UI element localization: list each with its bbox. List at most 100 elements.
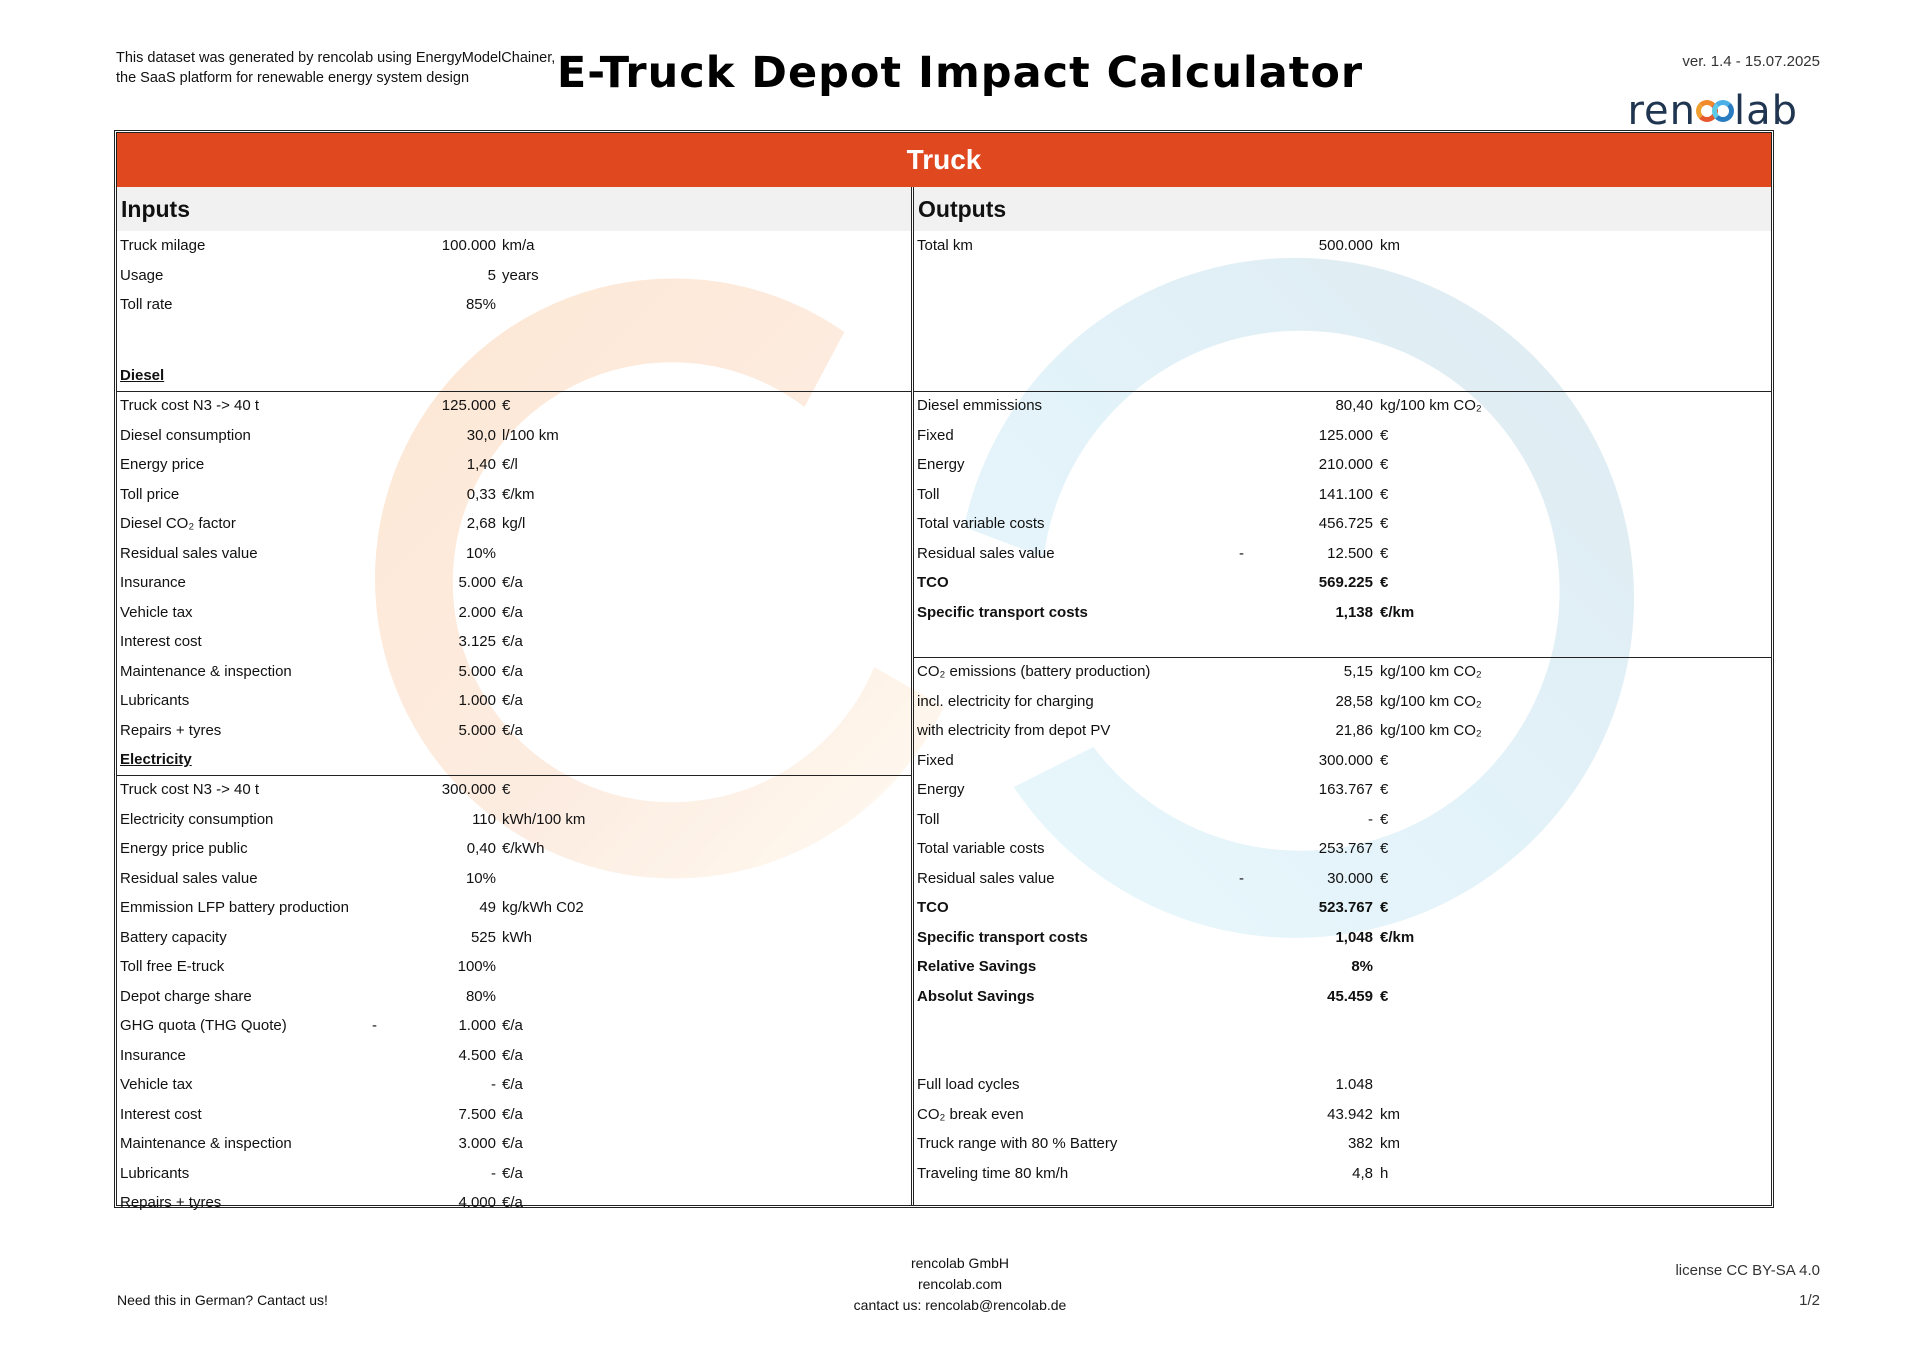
output-extra-row: Full load cycles 1.048 — [914, 1070, 1771, 1100]
input-diesel-unit: €/a — [502, 603, 523, 621]
output-electric-row: with electricity from depot PV 21,86 kg/10… — [914, 716, 1771, 746]
output-electric-value: - — [1368, 810, 1373, 828]
output-extra-row: CO₂ break even 43.942 km — [914, 1100, 1771, 1130]
input-diesel-unit: €/km — [502, 485, 535, 503]
output-extra-value: 382 — [1347, 1135, 1373, 1152]
input-electricity-row: Energy price public 0,40 €/kWh — [117, 834, 911, 864]
logo-text-end: lab — [1733, 88, 1798, 134]
output-diesel-row: Residual sales value - 12.500 € — [914, 539, 1771, 569]
company-footer: rencolab GmbH rencolab.com cantact us: r… — [0, 1253, 1920, 1316]
input-electricity-value: 110 — [472, 810, 496, 828]
input-electricity-row: Residual sales value 10% — [117, 864, 911, 894]
input-electricity-unit: €/a — [502, 1017, 523, 1034]
output-electric-label: incl. electricity for charging — [917, 692, 1094, 710]
output-electric-unit: € — [1380, 781, 1389, 798]
input-electricity-label: Depot charge share — [120, 987, 252, 1005]
input-diesel-unit: €/l — [502, 456, 518, 473]
input-diesel-row: Energy price 1,40 €/l — [117, 450, 911, 480]
output-diesel-label: Residual sales value — [917, 544, 1055, 562]
output-electric-row: Total variable costs 253.767 € — [914, 834, 1771, 864]
output-diesel-value: 569.225 — [1318, 574, 1373, 591]
output-diesel-value: 1,138 — [1335, 603, 1373, 621]
output-electric-label: TCO — [917, 899, 949, 916]
logo-rings-icon — [1695, 100, 1734, 124]
output-electric-row: Toll - € — [914, 805, 1771, 835]
output-electric-label: Absolut Savings — [917, 987, 1035, 1005]
output-diesel-value: 80,40 — [1335, 397, 1373, 414]
input-diesel-row: Repairs + tyres 5.000 €/a — [117, 716, 911, 746]
output-electric-value: 300.000 — [1318, 751, 1373, 769]
input-diesel-unit: €/a — [502, 692, 523, 709]
output-extra-label: CO₂ break even — [917, 1105, 1024, 1123]
output-electric-unit: € — [1380, 899, 1389, 916]
output-diesel-label: Diesel emmissions — [917, 397, 1043, 414]
input-electricity-unit: €/a — [502, 1076, 523, 1093]
output-diesel-row: Diesel emmissions 80,40 kg/100 km CO₂ — [914, 391, 1771, 421]
output-diesel-row: Toll 141.100 € — [914, 480, 1771, 510]
output-electric-value: 21,86 — [1335, 722, 1373, 739]
output-general-unit: km — [1380, 237, 1400, 254]
output-electric-row: Energy 163.767 € — [914, 775, 1771, 805]
output-diesel-unit: € — [1380, 426, 1389, 444]
output-electric-label: Residual sales value — [917, 869, 1055, 887]
output-electric-value: 28,58 — [1335, 692, 1373, 710]
output-electric-value: 163.767 — [1318, 781, 1373, 798]
input-diesel-row: Maintenance & inspection 5.000 €/a — [117, 657, 911, 687]
input-electricity-unit: €/a — [502, 1164, 523, 1182]
output-diesel-sign: - — [1239, 544, 1244, 562]
input-diesel-unit: kg/l — [502, 515, 526, 532]
output-electric-row: Residual sales value - 30.000 € — [914, 864, 1771, 894]
output-electric-label: Total variable costs — [917, 840, 1045, 857]
input-diesel-unit: €/a — [502, 574, 523, 591]
input-diesel-value: 1.000 — [458, 692, 496, 709]
output-extra-unit: km — [1380, 1135, 1400, 1152]
input-electricity-value: 300.000 — [441, 781, 496, 798]
input-diesel-label: Vehicle tax — [120, 603, 193, 621]
output-electric-unit: €/km — [1380, 928, 1415, 946]
input-electricity-value: 0,40 — [466, 840, 496, 857]
input-electricity-label: Maintenance & inspection — [120, 1135, 292, 1152]
input-electricity-unit: €/a — [502, 1046, 523, 1064]
output-electric-value: 45.459 — [1327, 987, 1373, 1005]
output-electric-unit: € — [1380, 987, 1389, 1005]
output-diesel-label: Total variable costs — [917, 515, 1045, 532]
input-diesel-value: 0,33 — [466, 485, 496, 503]
input-electricity-row: Repairs + tyres 4.000 €/a — [117, 1188, 911, 1218]
input-electricity-label: Energy price public — [120, 840, 248, 857]
output-diesel-unit: kg/100 km CO₂ — [1380, 397, 1482, 414]
output-diesel-label: Specific transport costs — [917, 603, 1088, 621]
output-electric-label: CO₂ emissions (battery production) — [917, 663, 1151, 680]
output-electric-value: 523.767 — [1318, 899, 1373, 916]
input-diesel-value: 5.000 — [458, 574, 496, 591]
input-electricity-label: GHG quota (THG Quote) — [120, 1017, 287, 1034]
input-diesel-row: Interest cost 3.125 €/a — [117, 627, 911, 657]
output-extra-row: Traveling time 80 km/h 4,8 h — [914, 1159, 1771, 1189]
input-electricity-unit: €/kWh — [502, 840, 545, 857]
outputs-heading: Outputs — [914, 187, 1771, 231]
input-electricity-value: 525 — [470, 928, 496, 946]
input-general-unit: years — [502, 266, 539, 284]
input-diesel-label: Lubricants — [120, 692, 190, 709]
input-electricity-row: Interest cost 7.500 €/a — [117, 1100, 911, 1130]
input-electricity-value: - — [491, 1164, 496, 1182]
input-electricity-unit: €/a — [502, 1135, 523, 1152]
output-electric-unit: € — [1380, 869, 1389, 887]
output-extra-label: Full load cycles — [917, 1076, 1020, 1093]
input-electricity-label: Truck cost N3 -> 40 t — [120, 781, 260, 798]
input-electricity-value: 100% — [457, 958, 496, 975]
input-electricity-row: GHG quota (THG Quote) - 1.000 €/a — [117, 1011, 911, 1041]
logo-text-start: ren — [1627, 88, 1696, 134]
company-contact: cantact us: rencolab@rencolab.de — [853, 1297, 1067, 1313]
output-extra-unit: km — [1380, 1105, 1400, 1123]
output-diesel-row: TCO 569.225 € — [914, 568, 1771, 598]
input-diesel-row: Insurance 5.000 €/a — [117, 568, 911, 598]
license-footer: license CC BY-SA 4.0 1/2 — [1675, 1256, 1820, 1316]
input-diesel-value: 2,68 — [466, 515, 496, 532]
input-electricity-row: Toll free E-truck 100% — [117, 952, 911, 982]
input-diesel-unit: €/a — [502, 721, 523, 739]
output-electric-value: 1,048 — [1335, 928, 1373, 946]
input-diesel-row: Residual sales value 10% — [117, 539, 911, 569]
output-electric-value: 30.000 — [1327, 869, 1373, 887]
company-website: rencolab.com — [917, 1276, 1003, 1292]
output-diesel-label: Toll — [917, 485, 940, 503]
